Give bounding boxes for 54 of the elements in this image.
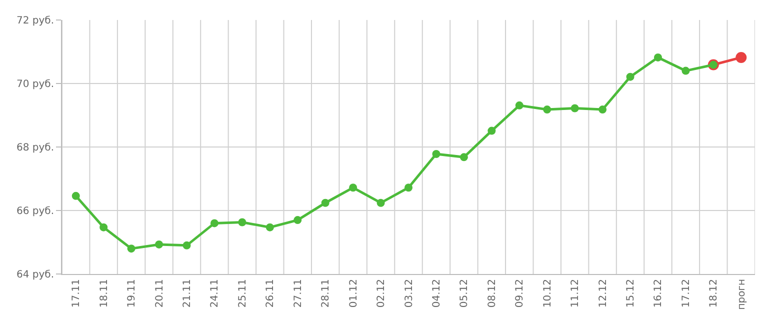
x-tick-label: 17.11 [71, 279, 82, 308]
point [72, 192, 80, 200]
y-tick-label: 72 руб. [16, 16, 54, 26]
point [294, 216, 302, 224]
x-tick-label: 08.12 [486, 279, 498, 308]
x-tick-label: 09.12 [514, 279, 526, 308]
y-tick-label: 66 руб. [16, 206, 54, 217]
y-tick-label: 70 руб. [16, 79, 54, 90]
x-tick-label: 03.12 [404, 279, 415, 308]
point [155, 240, 164, 248]
x-tick-label: 20.11 [154, 279, 166, 308]
point [100, 223, 108, 232]
x-tick-label: 16.12 [653, 279, 664, 308]
point [432, 150, 440, 158]
x-tick-label: 05.12 [459, 279, 470, 308]
point [127, 244, 136, 253]
point [376, 198, 385, 207]
point [654, 53, 662, 62]
x-tick-label: 12.12 [598, 279, 609, 308]
point [570, 104, 579, 112]
point [515, 101, 524, 110]
point [626, 72, 634, 81]
y-tick-label: 64 руб. [16, 270, 54, 280]
point [543, 106, 552, 114]
point [349, 184, 358, 192]
point [182, 241, 191, 250]
x-tick-label: 10.12 [542, 279, 554, 308]
y-tick-label: 68 руб. [16, 142, 54, 154]
x-tick-label: прогн [736, 279, 748, 310]
x-tick-label: 24.11 [210, 279, 221, 308]
x-tick-label: 17.12 [680, 279, 692, 308]
x-tick-label: 11.12 [570, 279, 582, 308]
point [460, 153, 468, 162]
point [238, 218, 246, 226]
x-tick-label: 15.12 [626, 279, 637, 308]
point [321, 198, 330, 207]
x-tick-label: 01.12 [348, 279, 360, 308]
x-tick-label: 02.12 [376, 279, 388, 308]
point [266, 223, 274, 232]
point [598, 106, 607, 114]
x-tick-label: 04.12 [431, 279, 442, 308]
x-tick-label: 27.11 [292, 279, 304, 308]
x-tick-label: 25.11 [237, 279, 248, 308]
x-tick-label: 26.11 [265, 279, 276, 308]
point [404, 184, 412, 192]
point [682, 66, 690, 75]
point [736, 52, 747, 63]
x-tick-label: 19.11 [126, 279, 138, 308]
point [488, 126, 496, 135]
x-tick-label: 18.11 [98, 279, 110, 308]
x-tick-label: 18.12 [708, 279, 720, 308]
x-tick-label: 21.11 [182, 279, 193, 308]
point [210, 219, 218, 228]
x-tick-label: 28.11 [320, 279, 332, 308]
